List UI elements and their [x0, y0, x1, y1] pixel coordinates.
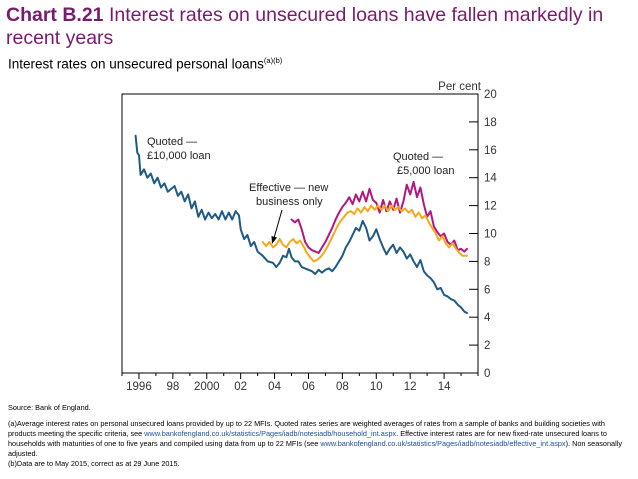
annotation-quoted-5000-line1: Quoted —	[393, 151, 443, 163]
x-tick-label: 98	[166, 381, 179, 393]
chart-subtitle: Interest rates on unsecured personal loa…	[8, 56, 282, 72]
x-tick-label: 12	[404, 381, 417, 393]
y-axis: 0 2 4 6 8 10 12 14 16 18 20	[469, 89, 497, 380]
y-tick-label: 20	[484, 89, 497, 101]
footnote-a-text-1: (a)Average interest rates on personal un…	[8, 419, 605, 438]
source-note: Source: Bank of England.	[8, 403, 91, 412]
series-group	[134, 134, 468, 314]
footnote-a-link-household[interactable]: www.bankofengland.co.uk/statistics/Pages…	[144, 429, 397, 438]
chart-subtitle-footnote-ref: (a)(b)	[263, 56, 283, 65]
chart-title-text: Interest rates on unsecured loans have f…	[6, 4, 604, 49]
x-axis: 1996 98 2000 02 04 06 08 10 12 14	[121, 373, 479, 393]
annotation-quoted-10000: Quoted — £10,000 loan	[147, 136, 211, 162]
chart-subtitle-text: Interest rates on unsecured personal loa…	[8, 56, 264, 72]
chart-title: Chart B.21 Interest rates on unsecured l…	[6, 4, 632, 50]
footnote-b: (b)Data are to May 2015, correct as at 2…	[8, 459, 180, 468]
annotation-effective-line2: business only	[256, 196, 323, 208]
y-tick-label: 8	[484, 256, 490, 268]
y-tick-label: 6	[484, 284, 490, 296]
y-tick-label: 16	[484, 145, 497, 157]
y-tick-label: 14	[484, 173, 497, 185]
x-tick-label: 1996	[126, 381, 152, 393]
x-tick-label: 06	[302, 381, 315, 393]
x-tick-label: 04	[268, 381, 281, 393]
series-line-effective	[261, 204, 468, 263]
y-tick-label: 2	[484, 340, 490, 352]
x-tick-label: 14	[438, 381, 451, 393]
footnote-a-text-2: . Effective interest rates are for new f…	[8, 429, 607, 448]
footnotes: Source: Bank of England. (a)Average inte…	[8, 403, 634, 469]
series-line-quoted_5000	[290, 180, 468, 254]
x-tick-label: 10	[370, 381, 383, 393]
y-tick-label: 4	[484, 312, 491, 324]
y-tick-label: 18	[484, 117, 497, 129]
x-tick-label: 08	[336, 381, 349, 393]
annotation-effective: Effective — new business only	[249, 182, 328, 244]
x-tick-label: 02	[234, 381, 247, 393]
chart-title-number: Chart B.21	[6, 4, 104, 26]
annotation-quoted-5000-line2: £5,000 loan	[397, 165, 455, 177]
y-tick-label: 10	[484, 229, 497, 241]
annotation-quoted-5000: Quoted — £5,000 loan	[393, 151, 455, 177]
footnote-a-text-3: ). Non seasonally adjusted.	[8, 439, 622, 458]
y-axis-label: Per cent	[438, 81, 482, 93]
footnote-a-link-effective[interactable]: www.bankofengland.co.uk/statistics/Pages…	[320, 439, 566, 448]
annotation-quoted-10000-line1: Quoted —	[147, 136, 197, 148]
annotation-quoted-10000-line2: £10,000 loan	[147, 150, 211, 162]
footnote-a: (a)Average interest rates on personal un…	[8, 419, 634, 459]
y-tick-label: 0	[484, 368, 490, 380]
annotation-effective-arrowhead	[271, 236, 277, 244]
x-tick-label: 2000	[194, 381, 220, 393]
annotation-effective-line1: Effective — new	[249, 182, 328, 194]
series-line-quoted_10000	[134, 134, 468, 314]
y-tick-label: 12	[484, 201, 497, 213]
annotation-effective-arrow	[273, 209, 283, 239]
